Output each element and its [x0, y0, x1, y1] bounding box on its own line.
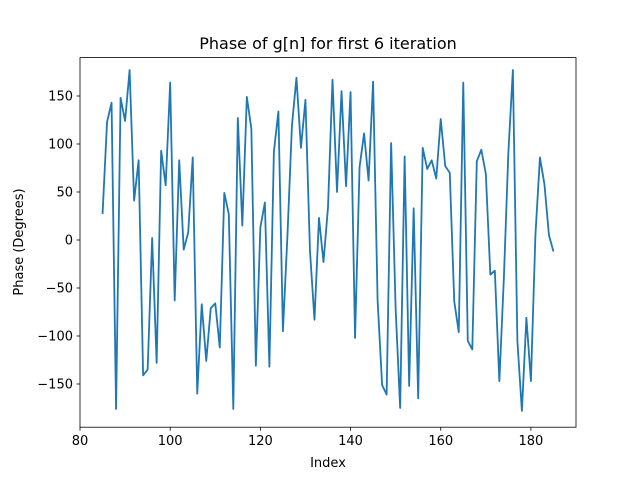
y-tick-label: 50	[56, 186, 73, 201]
plot-content	[101, 69, 555, 412]
plot-area	[80, 57, 576, 428]
y-tick-label: 150	[48, 90, 73, 105]
plot-frame	[79, 57, 577, 428]
y-tick-label: −50	[46, 282, 73, 297]
series-line-0	[101, 69, 555, 412]
y-tick-label: −150	[37, 378, 73, 393]
y-tick-label: 100	[48, 138, 73, 153]
chart-title: Phase of g[n] for first 6 iteration	[199, 34, 457, 53]
x-tick-label: 80	[72, 434, 89, 449]
x-tick-label: 100	[158, 434, 183, 449]
x-tick-label: 180	[518, 434, 543, 449]
x-tick-label: 140	[338, 434, 363, 449]
y-axis-ticks: −150 −100 −50 0 50 100 150	[37, 90, 80, 393]
y-tick-label: −100	[37, 330, 73, 345]
x-tick-label: 120	[248, 434, 273, 449]
y-axis-label: Phase (Degrees)	[12, 188, 27, 295]
x-axis-label: Index	[310, 456, 346, 471]
x-axis-ticks: 80 100 120 140 160 180	[72, 427, 543, 449]
x-tick-label: 160	[428, 434, 453, 449]
y-tick-label: 0	[65, 234, 73, 249]
